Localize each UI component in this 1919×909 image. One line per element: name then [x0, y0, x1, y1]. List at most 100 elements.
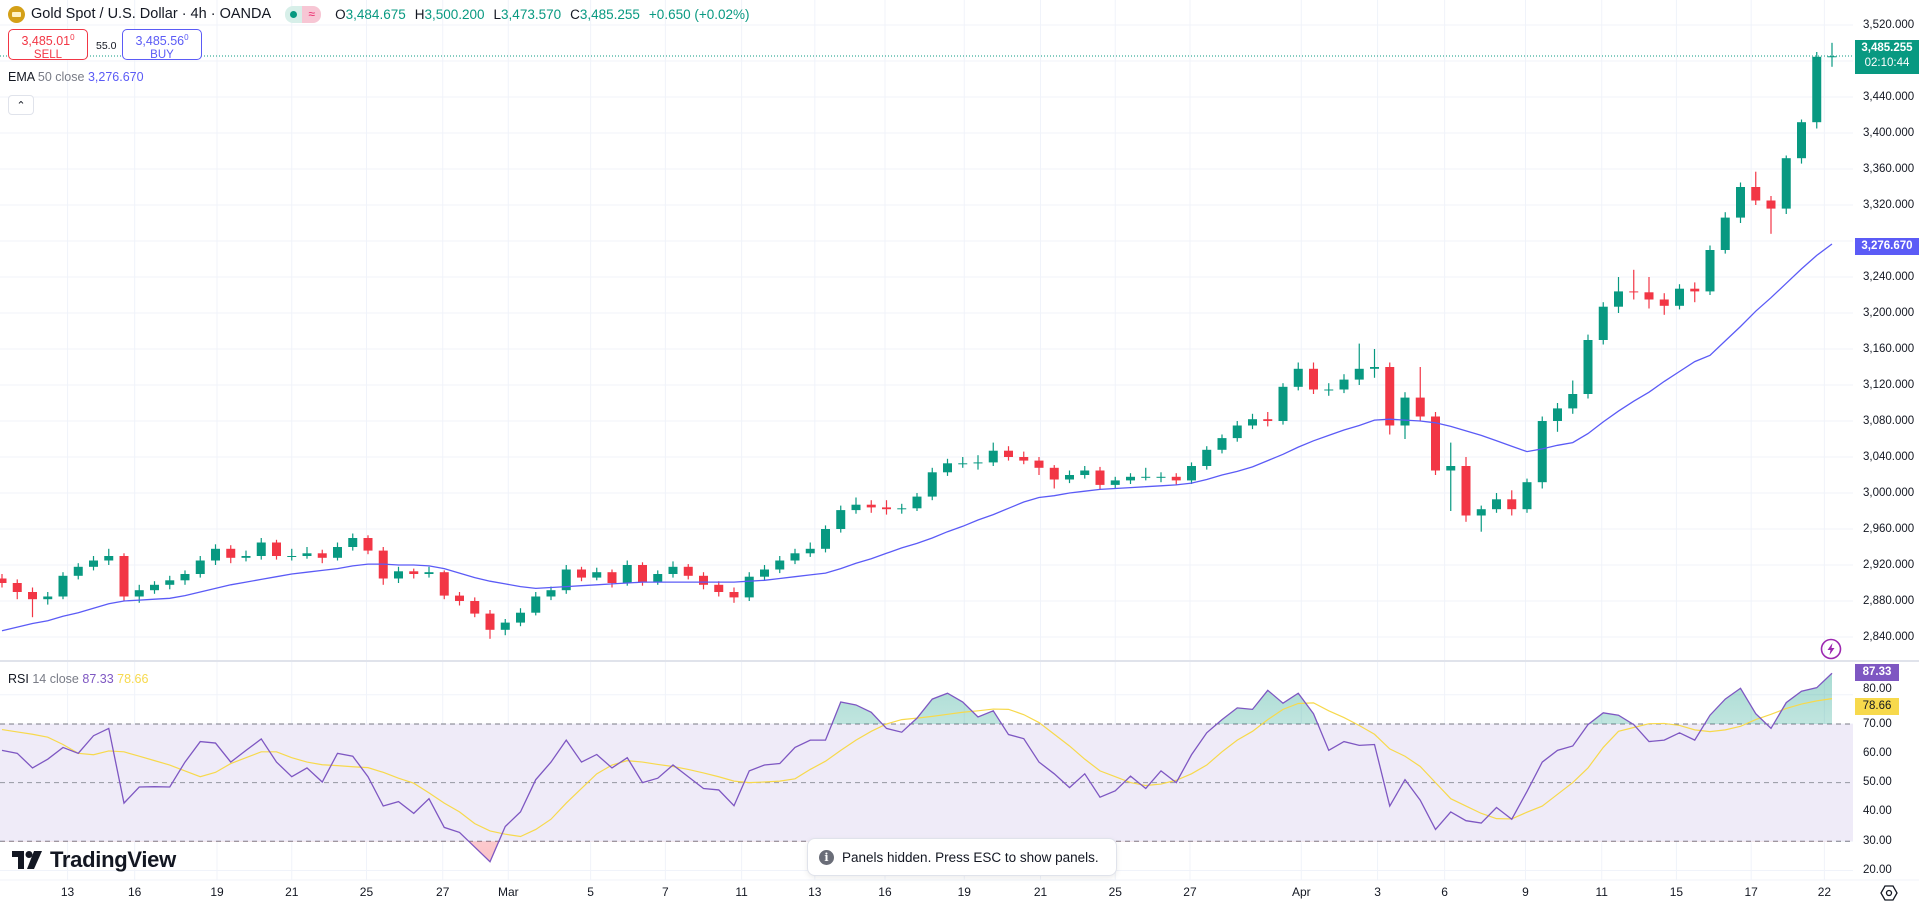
candle-body: [73, 566, 83, 576]
candle-body: [333, 547, 342, 558]
candle: [1339, 374, 1349, 394]
candle: [424, 566, 434, 578]
candle-body: [1553, 408, 1562, 421]
candle-body: [150, 584, 159, 591]
candle-body: [821, 529, 830, 549]
candle-body: [729, 592, 739, 598]
candle-body: [988, 450, 998, 463]
candle-body: [1492, 499, 1501, 510]
rsi-tick-label: 40.00: [1863, 805, 1892, 818]
price-tick-label: 3,520.000: [1863, 18, 1915, 31]
candle-body: [1293, 368, 1303, 387]
candle-body: [1049, 467, 1059, 480]
candle: [1141, 467, 1151, 481]
time-tick-label: 25: [359, 885, 374, 899]
candle: [714, 581, 724, 597]
candle: [1659, 293, 1669, 315]
candle-body: [1522, 482, 1532, 510]
candle: [1110, 476, 1120, 489]
candle: [1583, 334, 1593, 399]
candle-body: [622, 565, 632, 583]
sell-button[interactable]: 3,485.010 SELL: [8, 29, 88, 62]
symbol-title[interactable]: Gold Spot / U.S. Dollar · 4h · OANDA: [31, 6, 272, 22]
candle: [775, 556, 785, 574]
sell-label: SELL: [33, 49, 63, 62]
candle-body: [744, 576, 754, 598]
candle-body: [1461, 466, 1471, 516]
candle-body: [119, 556, 129, 597]
low-label: L: [493, 6, 502, 22]
candle-body: [1278, 386, 1288, 421]
buy-button[interactable]: 3,485.560 BUY: [122, 29, 202, 62]
candle: [287, 548, 297, 561]
time-tick-label: 5: [587, 885, 594, 899]
candle: [470, 597, 480, 618]
candle-body: [256, 542, 266, 556]
candle: [317, 549, 327, 564]
chevron-up-icon: ⌃: [16, 99, 26, 112]
collapse-legend-button[interactable]: ⌃: [8, 95, 34, 115]
candle-body: [1507, 499, 1517, 510]
candle-body: [1827, 56, 1837, 58]
price-tick-label: 3,240.000: [1863, 270, 1915, 283]
chart-settings-icon[interactable]: [1880, 884, 1898, 902]
time-tick-label: 15: [1669, 885, 1684, 899]
rsi-value: 87.33: [82, 672, 114, 686]
candle-body: [775, 560, 785, 570]
candle-body: [1644, 292, 1654, 300]
price-tick-label: 3,440.000: [1863, 90, 1915, 103]
candle-body: [317, 553, 327, 558]
candle: [1629, 269, 1639, 300]
buy-price: 3,485.56: [135, 34, 185, 49]
candle: [1065, 470, 1074, 484]
candle-body: [58, 575, 68, 597]
candle-body: [1537, 421, 1547, 483]
candle: [1705, 245, 1715, 295]
candle-body: [195, 560, 205, 574]
candle: [1187, 462, 1196, 484]
candle-body: [516, 612, 525, 623]
time-tick-label: 3: [1374, 885, 1381, 899]
info-icon: i: [819, 849, 834, 865]
candle-body: [1202, 449, 1212, 466]
candle-body: [1263, 419, 1273, 421]
candle-body: [1415, 397, 1425, 417]
candle: [531, 592, 541, 616]
candle-body: [1598, 306, 1608, 340]
low-value: 3,473.570: [501, 6, 562, 22]
rsi-legend[interactable]: RSI 14 close 87.33 78.66: [8, 672, 148, 686]
candle: [241, 550, 251, 562]
candle: [1095, 466, 1105, 490]
close-label: C: [570, 6, 580, 22]
candle: [851, 497, 861, 514]
time-tick-label: 16: [127, 885, 142, 899]
candle: [226, 545, 236, 564]
candle-body: [1019, 457, 1029, 461]
candle: [409, 568, 419, 579]
buy-label: BUY: [150, 49, 174, 62]
candle: [821, 525, 830, 553]
candle: [897, 503, 907, 514]
candle-body: [1736, 187, 1745, 218]
candle-body: [927, 472, 937, 497]
candle-body: [592, 572, 602, 578]
candle-body: [226, 548, 236, 558]
status-pill[interactable]: ≈: [285, 5, 322, 23]
lightning-icon[interactable]: [1820, 638, 1842, 660]
tradingview-logo[interactable]: TradingView: [12, 847, 176, 873]
candle-body: [470, 601, 480, 614]
ohlc-values: O3,484.675 H3,500.200 L3,473.570 C3,485.…: [335, 7, 749, 22]
candle: [744, 572, 754, 601]
candle-body: [180, 574, 190, 581]
ema-legend[interactable]: EMA 50 close 3,276.670: [8, 70, 144, 84]
candle: [256, 538, 266, 560]
candle-body: [882, 507, 891, 510]
candle: [43, 592, 53, 605]
candle-body: [1385, 367, 1395, 426]
candle: [378, 547, 388, 585]
candle: [394, 566, 403, 583]
candle: [28, 587, 37, 618]
time-tick-label: 7: [662, 885, 669, 899]
candle: [1553, 403, 1562, 432]
